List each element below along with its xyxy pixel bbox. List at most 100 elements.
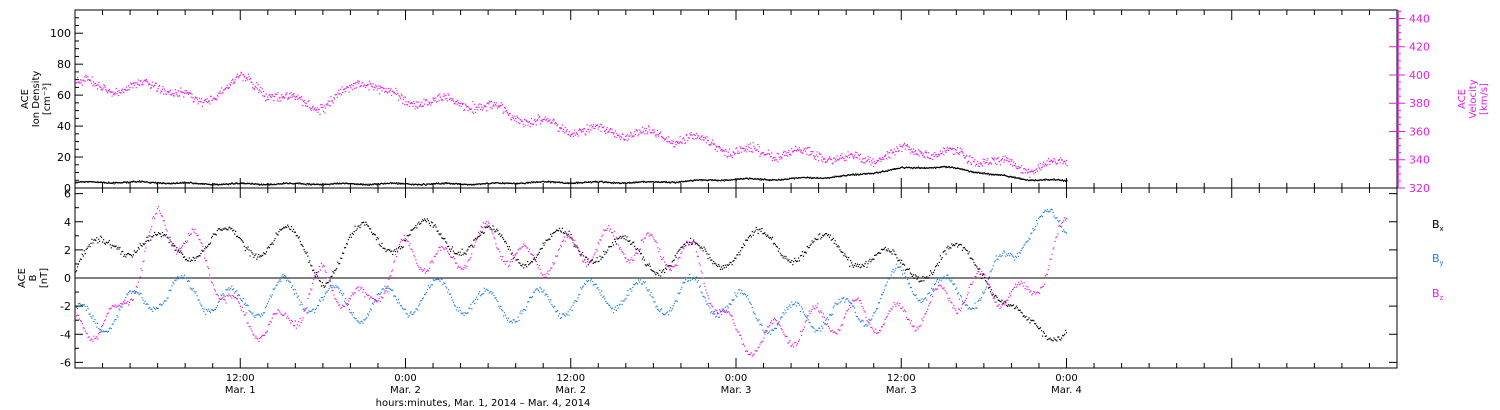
top-series-point [501,181,504,184]
top-series-point [910,152,912,154]
top-series-point [418,183,420,185]
series-point-by [466,312,468,314]
top-series-point [937,166,939,169]
top-series-point [932,167,935,169]
top-series-point [999,174,1001,176]
top-series-point [622,182,624,184]
top-series-point [1009,159,1011,161]
series-point-by [926,299,928,301]
series-point-bx [101,236,103,238]
top-series-point [680,141,682,143]
top-series-point [391,94,393,96]
series-point-bx [218,228,220,230]
top-series-point [370,184,372,186]
series-point-by [325,291,327,293]
series-point-by [758,319,760,321]
series-point-bx [224,227,226,229]
top-series-point [464,103,466,105]
top-series-point [866,173,868,175]
series-point-bx [790,261,792,263]
series-point-bx [394,249,396,251]
top-series-point [345,87,347,89]
series-point-bx [1025,315,1027,318]
series-point-bx [824,234,826,236]
series-point-by [139,292,141,294]
series-point-bx [143,244,145,246]
series-point-bx [864,263,866,265]
top-series-point [339,183,341,185]
top-series-point [232,82,234,84]
top-series-point [1000,159,1002,162]
top-series-point [842,174,844,176]
top-series-point [360,183,362,185]
series-point-bx [122,250,124,253]
top-series-point [576,133,579,135]
top-series-point [752,142,754,144]
series-point-by [744,293,746,295]
top-series-point [576,182,579,185]
series-point-bx [580,254,582,256]
top-series-point [620,182,622,185]
series-point-bx [987,287,990,289]
top-series-point [544,181,546,183]
series-point-bx [676,252,678,254]
top-series-point [101,181,103,184]
series-point-by [932,288,935,290]
top-series-point [951,166,953,168]
top-series-point [824,158,826,160]
series-point-by [611,307,614,309]
series-point-bx [560,231,562,233]
series-point-bx [563,232,565,235]
top-series-point [905,166,907,169]
top-series-point [258,183,260,185]
series-point-by [288,280,290,282]
top-series-point [950,147,952,149]
series-point-by [648,289,650,291]
top-series-point [634,181,636,183]
top-series-point [132,181,134,183]
series-point-bx [254,254,256,257]
series-point-by [934,283,937,285]
top-series-point [933,166,935,168]
series-point-bx [744,244,746,246]
series-point-by [557,310,559,312]
top-series-point [170,182,172,184]
top-series-point [753,178,756,180]
top-series-point [444,95,446,97]
series-point-bx [961,249,963,251]
top-series-point [567,133,569,135]
series-point-by [683,281,685,283]
series-point-bx [158,233,161,235]
series-point-bx [870,261,872,263]
series-point-bx [895,254,897,256]
top-series-point [618,183,621,185]
series-point-bx [935,265,937,267]
top-series-point [937,153,939,155]
top-series-point [803,176,805,178]
top-series-point [525,182,527,184]
series-point-by [570,306,572,308]
series-point-by [98,328,100,330]
series-point-bx [1011,305,1013,307]
top-series-point [737,178,739,180]
series-point-bx [237,237,240,239]
series-point-by [784,309,786,311]
series-point-by [142,299,144,301]
series-point-bx [982,274,984,276]
series-point-bx [275,232,277,234]
series-point-bx [521,265,523,267]
series-point-by [439,280,441,282]
top-series-point [885,154,887,156]
series-point-by [627,290,629,292]
top-series-point [690,131,692,134]
top-series-point [517,182,519,184]
top-series-point [513,119,515,121]
top-series-point [529,126,531,128]
series-point-bx [1043,332,1045,334]
top-series-point [424,183,426,185]
top-series-point [1042,164,1044,166]
series-point-by [705,300,707,302]
top-series-point [635,181,637,183]
series-point-bx [937,265,939,267]
